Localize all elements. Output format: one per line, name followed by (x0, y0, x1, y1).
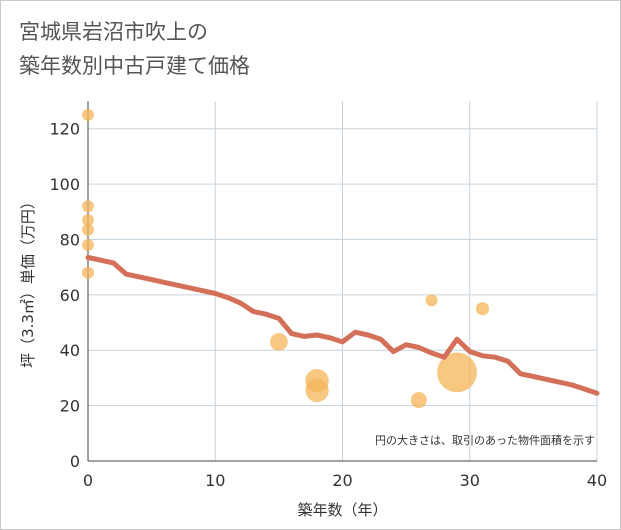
y-tick-label-5: 100 (49, 175, 80, 194)
trend-line-group (85, 255, 600, 396)
chart-title-line1: 宮城県岩沼市吹上の (19, 20, 208, 44)
data-point-9 (410, 392, 427, 409)
x-tick-label-3: 30 (460, 471, 480, 490)
y-tick-label-3: 60 (60, 286, 80, 305)
data-point-8 (305, 378, 329, 403)
x-tick-label-1: 10 (205, 471, 225, 490)
data-point-2 (82, 214, 94, 227)
y-tick-label-6: 120 (49, 120, 80, 139)
data-points (82, 108, 490, 409)
y-tick-label-4: 80 (60, 230, 80, 249)
y-tick-label-0: 0 (70, 452, 80, 471)
size-legend-note: 円の大きさは、取引のあった物件面積を示す (375, 433, 595, 447)
data-point-5 (82, 266, 94, 279)
y-tick-label-2: 40 (60, 341, 80, 360)
data-point-6 (269, 333, 288, 351)
y-axis-label: 坪（3.3㎡）単価（万円） (19, 194, 37, 368)
x-tick-label-4: 40 (587, 471, 607, 490)
chart-title-line2: 築年数別中古戸建て価格 (19, 54, 250, 78)
x-tick-label-2: 20 (332, 471, 352, 490)
trend-line (85, 255, 600, 396)
data-point-11 (437, 352, 477, 393)
axis-labels: 0 20 40 60 80 100 120 0 10 20 30 40 (49, 120, 607, 490)
data-point-4 (82, 239, 94, 251)
chart-title: 宮城県岩沼市吹上の 築年数別中古戸建て価格 (19, 15, 250, 83)
data-point-3 (82, 223, 94, 236)
grid-lines (87, 101, 598, 462)
x-axis-label: 築年数（年） (297, 501, 387, 519)
data-point-12 (475, 302, 490, 316)
data-point-0 (82, 108, 94, 121)
y-tick-label-1: 20 (60, 397, 80, 416)
data-point-10 (425, 294, 438, 307)
data-point-1 (82, 200, 94, 213)
x-tick-label-0: 0 (83, 471, 93, 490)
